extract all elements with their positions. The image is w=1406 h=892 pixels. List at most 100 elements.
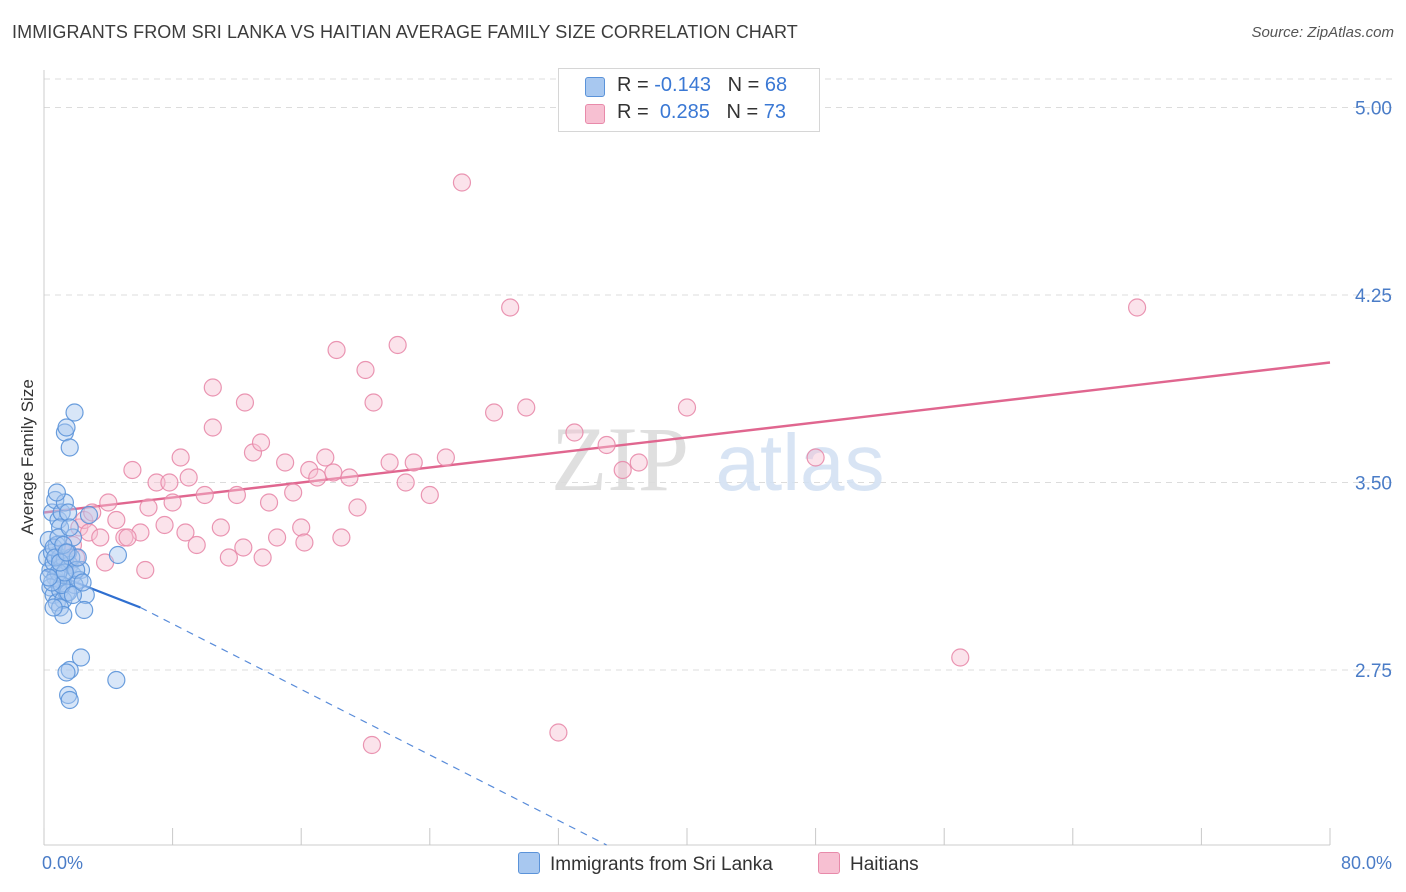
y-tick-label: 2.75 — [1355, 661, 1392, 682]
legend-n-value: 73 — [763, 101, 787, 123]
haitian-point — [565, 423, 584, 442]
watermark-zip: ZIP — [551, 408, 689, 510]
trend-line-haitians — [43, 361, 1331, 514]
sri-lanka-point — [70, 570, 89, 590]
haitian-point — [203, 418, 222, 437]
sri-lanka-point — [65, 403, 84, 422]
sri-lanka-point — [57, 418, 76, 437]
legend-n-label: N = — [726, 101, 759, 123]
haitian-point — [396, 473, 415, 492]
haitian-point — [219, 548, 238, 567]
sri-lanka-point — [79, 505, 99, 525]
haitian-point — [203, 378, 222, 397]
haitian-point — [380, 453, 399, 472]
legend-swatch-pink — [585, 104, 605, 124]
haitian-point — [332, 528, 351, 547]
haitian-point — [364, 393, 383, 412]
haitian-point — [388, 335, 407, 355]
sri-lanka-point — [39, 568, 58, 587]
haitian-point — [253, 548, 272, 567]
x-tick-label-start: 0.0% — [42, 853, 83, 873]
sri-lanka-point — [47, 483, 66, 502]
haitian-point — [155, 515, 174, 535]
sri-lanka-point — [44, 598, 63, 617]
haitian-point — [176, 523, 195, 542]
haitian-point — [327, 340, 346, 360]
haitian-point — [420, 485, 439, 505]
sri-lanka-point — [108, 545, 128, 565]
haitian-point — [139, 498, 158, 517]
bottom-legend-label: Immigrants from Sri Lanka — [550, 854, 773, 875]
sri-lanka-point — [57, 543, 76, 562]
haitian-point — [597, 435, 616, 455]
haitian-point — [136, 560, 155, 580]
sri-lanka-point — [42, 573, 62, 592]
bottom-legend-haitians[interactable]: Haitians — [818, 852, 919, 876]
sri-lanka-point — [107, 670, 126, 690]
y-tick-label: 4.25 — [1355, 286, 1392, 307]
sri-lanka-points — [38, 403, 128, 710]
sri-lanka-point — [73, 573, 92, 592]
sri-lanka-point — [60, 660, 79, 680]
haitian-point — [501, 298, 520, 317]
sri-lanka-point — [63, 585, 83, 605]
source-label: Source: ZipAtlas.com — [1251, 24, 1394, 41]
sri-lanka-point — [71, 648, 91, 667]
haitian-point — [251, 433, 271, 452]
watermark: ZIP atlas — [551, 408, 884, 510]
bottom-legend-sri-lanka[interactable]: Immigrants from Sri Lanka — [518, 852, 773, 876]
sri-lanka-point — [59, 503, 78, 522]
haitian-point — [348, 498, 367, 517]
haitian-point — [284, 483, 303, 502]
haitian-point — [951, 648, 970, 667]
haitian-point — [517, 398, 536, 417]
grid-lines — [44, 78, 1392, 671]
legend-r-value: -0.143 — [654, 74, 711, 96]
bottom-legend-label: Haitians — [850, 854, 919, 875]
haitian-point — [259, 493, 279, 512]
haitian-point — [179, 468, 198, 487]
sri-lanka-point — [63, 528, 83, 547]
haitian-point — [485, 403, 504, 422]
haitian-point — [613, 460, 632, 480]
legend-r-label: R = — [617, 101, 649, 123]
sri-lanka-point — [60, 518, 79, 537]
chart-title: IMMIGRANTS FROM SRI LANKA VS HAITIAN AVE… — [12, 22, 798, 42]
sri-lanka-point — [68, 548, 87, 567]
haitian-point — [356, 360, 375, 380]
haitian-point — [235, 393, 255, 412]
legend-swatch-pink — [818, 852, 840, 874]
haitian-point — [629, 453, 648, 472]
haitian-point — [436, 448, 455, 467]
haitian-point — [99, 493, 118, 512]
haitian-point — [163, 493, 182, 512]
axes — [43, 70, 1331, 846]
haitian-point — [276, 453, 295, 472]
haitian-point — [806, 448, 825, 467]
legend-swatch-blue — [518, 852, 540, 874]
haitian-point — [160, 473, 179, 492]
haitian-point — [187, 535, 206, 555]
haitian-point — [211, 518, 230, 537]
watermark-atlas: atlas — [716, 418, 885, 507]
correlation-legend: R = -0.143 N = 68 R = 0.285 N = 73 — [558, 68, 820, 132]
legend-r-label: R = — [617, 74, 649, 96]
haitian-point — [292, 518, 311, 537]
trend-line-sri-lanka-extension — [140, 606, 607, 846]
y-axis-label: Average Family Size — [18, 379, 37, 535]
haitian-point — [362, 735, 382, 755]
haitian-point — [171, 448, 190, 467]
y-tick-label: 5.00 — [1355, 99, 1392, 120]
sri-lanka-point — [57, 663, 76, 682]
haitian-point — [452, 173, 472, 192]
sri-lanka-point — [60, 690, 79, 710]
haitian-point — [316, 448, 335, 467]
haitian-point — [677, 398, 697, 417]
sri-lanka-point — [54, 605, 73, 625]
y-tick-label: 3.50 — [1355, 474, 1392, 495]
legend-swatch-blue — [585, 77, 605, 97]
haitian-point — [404, 453, 423, 472]
y-tick-labels: 2.75 3.50 4.25 5.00 — [1355, 99, 1392, 683]
haitian-point — [308, 468, 327, 487]
sri-lanka-point — [52, 503, 71, 522]
